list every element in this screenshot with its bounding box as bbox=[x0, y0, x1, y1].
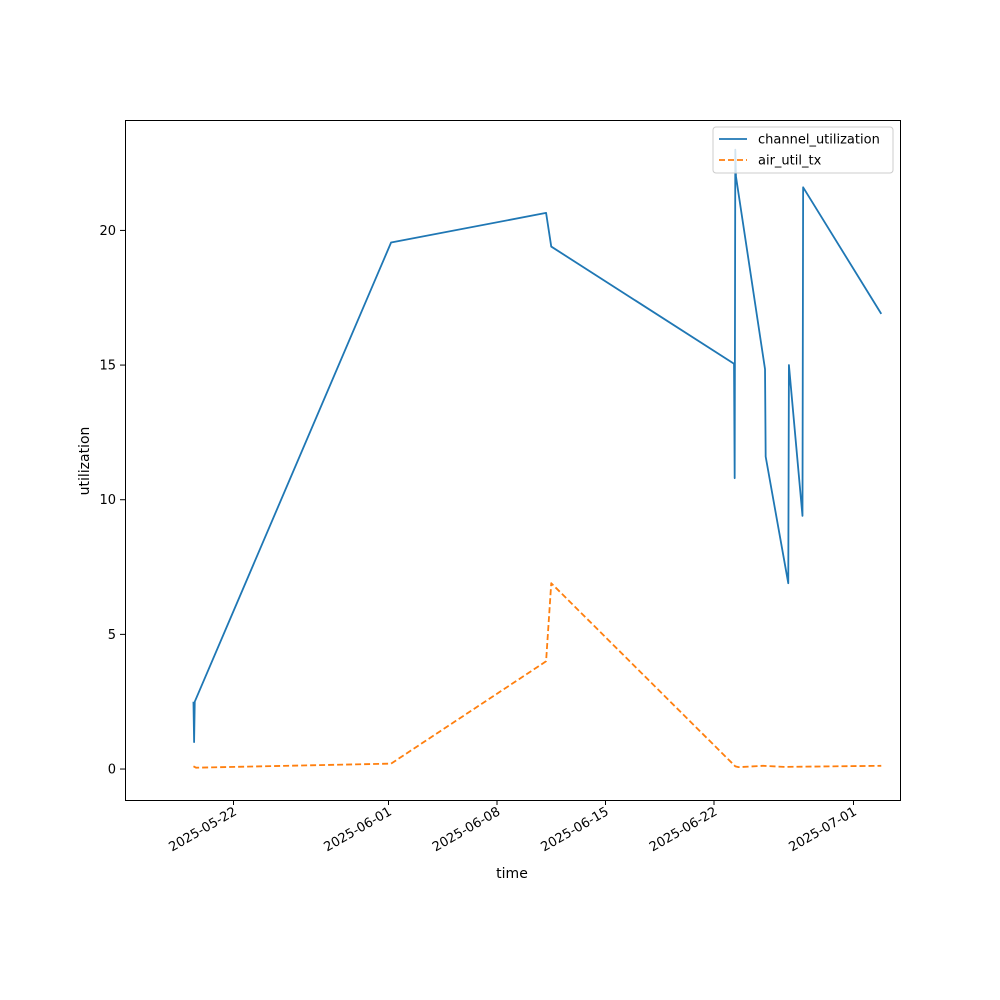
series-line-air-util-tx bbox=[193, 582, 882, 769]
y-tick-label: 5 bbox=[108, 628, 116, 643]
y-tick-label: 10 bbox=[99, 493, 116, 508]
legend-label-air-util-tx: air_util_tx bbox=[758, 154, 822, 169]
y-axis-label: utilization bbox=[77, 427, 93, 496]
y-tick-label: 20 bbox=[99, 224, 116, 239]
y-tick-label: 0 bbox=[108, 763, 116, 778]
x-axis-label: time bbox=[496, 866, 528, 882]
y-axis-ticks: 0 5 10 15 20 bbox=[99, 224, 125, 778]
legend: channel_utilization air_util_tx bbox=[712, 126, 894, 174]
legend-label-channel-utilization: channel_utilization bbox=[758, 133, 880, 148]
plot-frame bbox=[125, 120, 901, 801]
y-tick-label: 15 bbox=[99, 359, 116, 374]
legend-box bbox=[712, 126, 894, 174]
